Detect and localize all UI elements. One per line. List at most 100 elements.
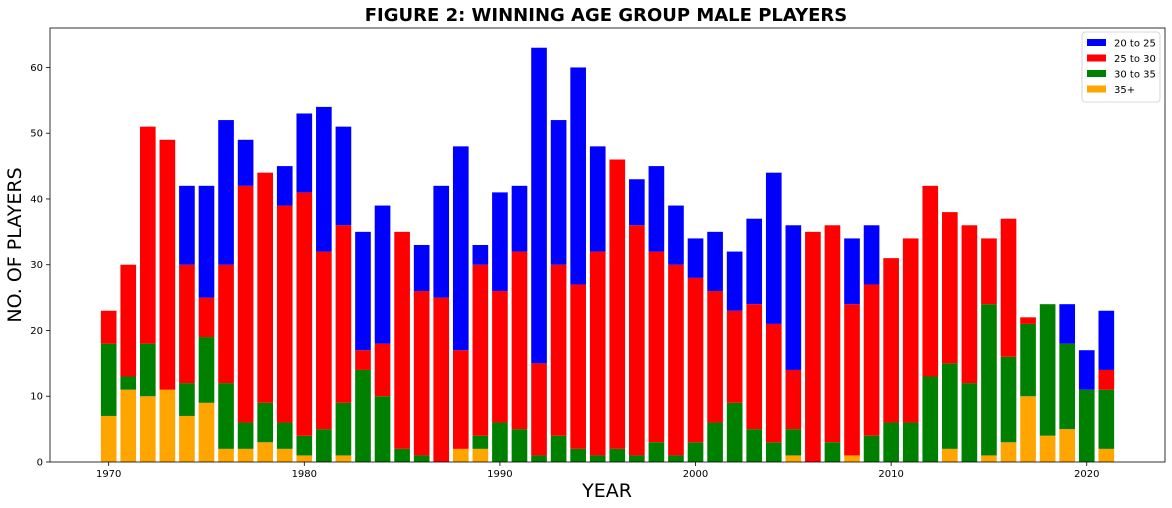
bar-1983-25-to-30 xyxy=(355,350,371,370)
bar-1974-20-to-25 xyxy=(179,185,195,265)
bar-2001-30-to-35 xyxy=(707,422,723,462)
bar-1982-25-to-30 xyxy=(335,225,352,403)
bar-1978-30-to-35 xyxy=(257,402,273,443)
bar-2016-35 xyxy=(1000,442,1017,462)
bar-1975-30-to-35 xyxy=(198,337,215,403)
bar-1999-25-to-30 xyxy=(668,264,684,456)
bar-1972-25-to-30 xyxy=(139,126,156,344)
plot-frame xyxy=(49,27,1166,463)
bar-1978-35 xyxy=(257,442,273,462)
y-tick-label: 40 xyxy=(30,194,43,205)
bar-1975-20-to-25 xyxy=(198,185,215,298)
bar-1998-20-to-25 xyxy=(648,166,665,252)
legend-label-25-to-30: 25 to 30 xyxy=(1114,54,1156,65)
y-tick-label: 20 xyxy=(30,326,43,337)
y-axis-ticks: 0 10 20 30 40 50 60 xyxy=(30,63,50,469)
bar-2016-25-to-30 xyxy=(1000,218,1017,357)
bar-1980-20-to-25 xyxy=(296,113,313,193)
bar-2014-25-to-30 xyxy=(961,225,978,384)
bar-1991-25-to-30 xyxy=(511,251,528,430)
bar-1976-30-to-35 xyxy=(218,383,234,449)
bar-1977-20-to-25 xyxy=(237,139,254,186)
bar-1979-25-to-30 xyxy=(276,205,293,423)
bar-1972-35 xyxy=(139,396,156,462)
bar-2002-30-to-35 xyxy=(726,402,743,462)
bar-1988-20-to-25 xyxy=(452,146,469,351)
bar-1973-25-to-30 xyxy=(159,139,176,390)
bar-1984-30-to-35 xyxy=(374,396,391,462)
bars-group xyxy=(100,47,1115,462)
bar-2004-25-to-30 xyxy=(765,323,782,443)
bar-2021-30-to-35 xyxy=(1098,389,1115,449)
bar-2011-25-to-30 xyxy=(902,238,919,423)
bar-2003-30-to-35 xyxy=(746,429,763,462)
bar-2000-25-to-30 xyxy=(687,277,704,443)
bar-1998-25-to-30 xyxy=(648,251,665,443)
bar-2017-25-to-30 xyxy=(1020,317,1036,324)
bar-1994-20-to-25 xyxy=(570,67,586,285)
bar-1984-20-to-25 xyxy=(374,205,391,344)
bar-1992-30-to-35 xyxy=(531,455,547,462)
bar-2015-30-to-35 xyxy=(981,304,997,456)
legend-swatch-20-to-25 xyxy=(1087,39,1106,46)
bar-1974-35 xyxy=(179,415,195,462)
bar-1974-25-to-30 xyxy=(179,264,195,384)
y-tick-label: 50 xyxy=(30,129,43,140)
bar-1973-35 xyxy=(159,389,176,462)
bar-1975-25-to-30 xyxy=(198,297,215,338)
bar-2002-25-to-30 xyxy=(726,310,743,403)
bar-1979-35 xyxy=(276,448,293,462)
bar-1988-25-to-30 xyxy=(452,350,469,449)
bar-1976-25-to-30 xyxy=(218,264,234,384)
bar-1989-35 xyxy=(472,448,489,462)
legend-box xyxy=(1081,31,1161,103)
bar-1995-25-to-30 xyxy=(589,251,606,456)
bar-2004-20-to-25 xyxy=(765,172,782,324)
bar-2010-30-to-35 xyxy=(883,422,899,462)
bar-1997-20-to-25 xyxy=(629,179,645,226)
bar-1981-30-to-35 xyxy=(316,429,332,462)
x-tick-label: 1980 xyxy=(292,469,317,480)
bar-1970-30-to-35 xyxy=(100,343,117,416)
bar-1976-35 xyxy=(218,448,234,462)
bar-1983-30-to-35 xyxy=(355,369,371,462)
bar-1992-20-to-25 xyxy=(531,47,547,364)
bar-2008-20-to-25 xyxy=(844,238,860,305)
bar-1984-25-to-30 xyxy=(374,343,391,397)
bar-1975-35 xyxy=(198,402,215,462)
bar-2003-20-to-25 xyxy=(746,218,763,305)
bar-2006-25-to-30 xyxy=(805,231,821,462)
bar-1979-20-to-25 xyxy=(276,166,293,206)
bar-1982-35 xyxy=(335,455,352,462)
x-tick-label: 2000 xyxy=(683,469,708,480)
bar-2005-20-to-25 xyxy=(785,225,802,370)
bar-1996-30-to-35 xyxy=(609,448,626,462)
bar-1997-30-to-35 xyxy=(629,455,645,462)
bar-2002-20-to-25 xyxy=(726,251,743,311)
bar-2018-30-to-35 xyxy=(1039,304,1056,436)
legend-swatch-30-to-35 xyxy=(1087,70,1106,77)
bar-1990-20-to-25 xyxy=(492,192,508,292)
x-tick-label: 1990 xyxy=(487,469,512,480)
bar-2000-30-to-35 xyxy=(687,442,704,462)
bar-1986-25-to-30 xyxy=(413,291,430,456)
legend-swatch-25-to-30 xyxy=(1087,54,1106,62)
bar-2008-35 xyxy=(844,455,860,462)
bar-1991-20-to-25 xyxy=(511,185,528,252)
bar-2005-25-to-30 xyxy=(785,369,802,430)
bar-2020-20-to-25 xyxy=(1078,350,1095,390)
bar-1971-35 xyxy=(120,389,137,462)
bar-2012-30-to-35 xyxy=(922,376,939,462)
bar-1982-20-to-25 xyxy=(335,126,352,226)
bar-2019-30-to-35 xyxy=(1059,343,1076,430)
bar-2017-35 xyxy=(1020,396,1036,462)
bar-2019-20-to-25 xyxy=(1059,304,1076,344)
bar-1999-30-to-35 xyxy=(668,455,684,462)
bar-1981-20-to-25 xyxy=(316,106,332,252)
bar-1995-30-to-35 xyxy=(589,455,606,462)
bar-2009-20-to-25 xyxy=(863,225,880,285)
y-tick-label: 10 xyxy=(30,392,43,403)
bar-1991-30-to-35 xyxy=(511,429,528,462)
bar-1980-35 xyxy=(296,455,313,462)
